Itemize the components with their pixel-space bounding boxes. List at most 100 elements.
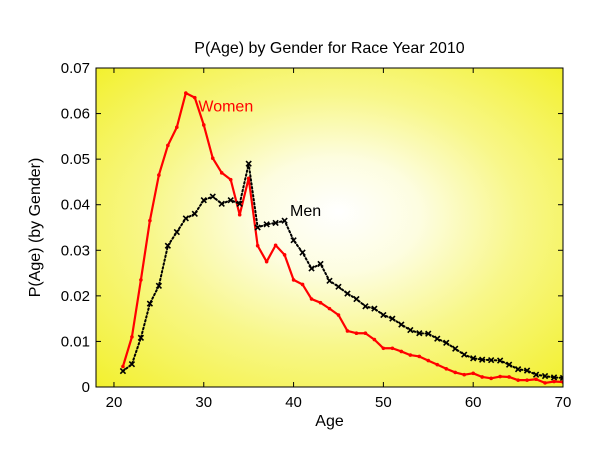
y-tick-label: 0 <box>82 379 90 396</box>
data-point-women <box>264 259 269 264</box>
data-point-men <box>362 303 369 310</box>
x-tick-label: 70 <box>555 394 572 411</box>
data-point-women <box>516 378 520 382</box>
data-point-women <box>408 353 413 357</box>
x-tick-label: 60 <box>465 394 482 411</box>
data-point-women <box>210 156 215 161</box>
data-point-women <box>121 364 125 369</box>
data-point-men <box>434 335 441 342</box>
data-point-men <box>236 200 243 207</box>
data-point-women <box>489 376 493 381</box>
plot-background <box>96 68 563 387</box>
series-women <box>121 91 563 385</box>
data-point-women <box>246 176 251 181</box>
data-point-women <box>525 378 529 382</box>
data-point-men <box>281 217 288 224</box>
annotation-women: Women <box>198 99 253 116</box>
data-point-women <box>435 362 440 367</box>
data-point-women <box>399 349 404 354</box>
data-point-men <box>254 224 261 231</box>
y-tick-label: 0.06 <box>61 106 90 123</box>
data-point-men <box>326 277 333 284</box>
data-point-women <box>381 346 386 351</box>
data-point-men <box>505 361 513 368</box>
data-point-women <box>444 366 449 371</box>
series-men <box>119 160 563 382</box>
data-point-women <box>327 306 332 311</box>
data-point-men <box>523 367 531 374</box>
data-point-women <box>417 354 422 359</box>
data-point-men <box>290 237 297 244</box>
x-axis-label: Age <box>315 413 344 430</box>
data-point-men <box>155 282 163 289</box>
y-tick-label: 0.02 <box>61 288 90 305</box>
data-point-men <box>344 290 351 297</box>
data-point-men <box>532 371 540 378</box>
data-point-women <box>318 300 323 305</box>
data-point-women <box>237 212 242 217</box>
x-tick-label: 30 <box>195 394 212 411</box>
x-tick-label: 40 <box>285 394 302 411</box>
data-point-men <box>559 374 563 382</box>
y-axis-label: P(Age) (by Gender) <box>27 158 44 298</box>
data-point-men <box>443 339 450 346</box>
data-point-women <box>291 278 296 282</box>
plot-frame <box>95 67 564 388</box>
data-point-women <box>372 337 377 342</box>
data-point-men <box>416 330 423 337</box>
data-point-women <box>175 125 179 130</box>
data-point-women <box>184 91 188 95</box>
data-point-men <box>335 283 342 290</box>
data-point-men <box>299 249 306 256</box>
data-point-women <box>219 171 224 175</box>
data-point-men <box>487 356 495 364</box>
data-point-men <box>209 193 216 200</box>
data-point-men <box>263 221 270 228</box>
data-point-men <box>470 355 477 362</box>
data-point-men <box>164 242 172 249</box>
data-point-men <box>218 200 225 207</box>
data-point-women <box>363 331 368 336</box>
data-point-women <box>453 370 458 375</box>
y-tick-label: 0.05 <box>61 151 90 168</box>
data-point-men <box>541 372 549 380</box>
data-point-men <box>371 305 378 312</box>
data-point-men <box>461 351 468 358</box>
data-point-men <box>496 357 504 364</box>
data-point-women <box>139 278 143 282</box>
data-point-men <box>119 367 127 375</box>
data-point-men <box>308 265 315 272</box>
data-point-women <box>228 177 233 182</box>
y-tick-label: 0.03 <box>61 242 90 259</box>
data-point-men <box>245 160 252 167</box>
annotation-men: Men <box>290 203 321 220</box>
data-point-women <box>201 123 206 127</box>
data-point-women <box>336 313 341 317</box>
data-point-women <box>390 346 395 351</box>
y-tick-label: 0.07 <box>61 60 90 77</box>
data-point-women <box>282 253 287 257</box>
data-point-men <box>389 315 396 322</box>
data-point-women <box>148 218 152 223</box>
data-point-women <box>507 375 511 379</box>
chart-title: P(Age) by Gender for Race Year 2010 <box>194 40 464 57</box>
data-point-women <box>498 374 502 379</box>
data-point-men <box>514 366 522 373</box>
data-point-men <box>146 300 154 307</box>
y-tick-label: 0.01 <box>61 333 90 350</box>
data-point-women <box>426 358 431 363</box>
data-point-men <box>173 228 180 236</box>
data-point-women <box>462 372 467 377</box>
data-point-women <box>552 379 556 384</box>
data-point-men <box>380 311 387 319</box>
data-point-men <box>353 295 360 303</box>
data-point-men <box>425 330 432 337</box>
data-point-men <box>227 196 234 204</box>
data-point-women <box>273 243 278 248</box>
x-tick-label: 20 <box>106 394 123 411</box>
data-point-men <box>452 345 459 352</box>
data-point-men <box>317 260 324 268</box>
data-point-women <box>543 381 547 385</box>
data-point-women <box>192 95 197 100</box>
